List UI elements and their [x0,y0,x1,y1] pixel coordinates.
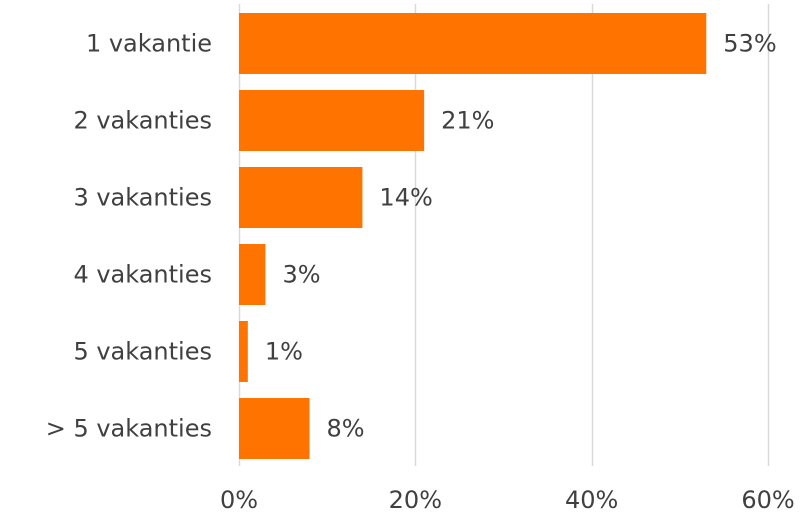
data-label: 14% [379,184,432,212]
category-label: 4 vakanties [73,261,212,289]
bar [239,13,707,74]
category-label: 1 vakantie [86,30,212,58]
grid-lines [238,4,770,466]
bar [239,90,425,151]
bar [239,398,310,459]
x-axis-tick-labels: 0% 20% 40% 60% [220,486,795,514]
category-label: 5 vakanties [73,338,212,366]
category-labels: 1 vakantie 2 vakanties 3 vakanties 4 vakant… [46,30,212,443]
x-tick-label: 60% [741,486,794,514]
bar [239,244,266,305]
bar [239,321,248,382]
bars [239,13,707,459]
data-label: 8% [327,415,365,443]
data-label: 53% [723,30,776,58]
data-labels: 53% 21% 14% 3% 1% 8% [265,30,777,443]
data-label: 1% [265,338,303,366]
category-label: 2 vakanties [73,107,212,135]
category-label: 3 vakanties [73,184,212,212]
x-tick-label: 0% [220,486,258,514]
bar [239,167,363,228]
x-tick-label: 20% [389,486,442,514]
x-tick-label: 40% [565,486,618,514]
data-label: 3% [282,261,320,289]
data-label: 21% [441,107,494,135]
category-label: > 5 vakanties [46,415,212,443]
